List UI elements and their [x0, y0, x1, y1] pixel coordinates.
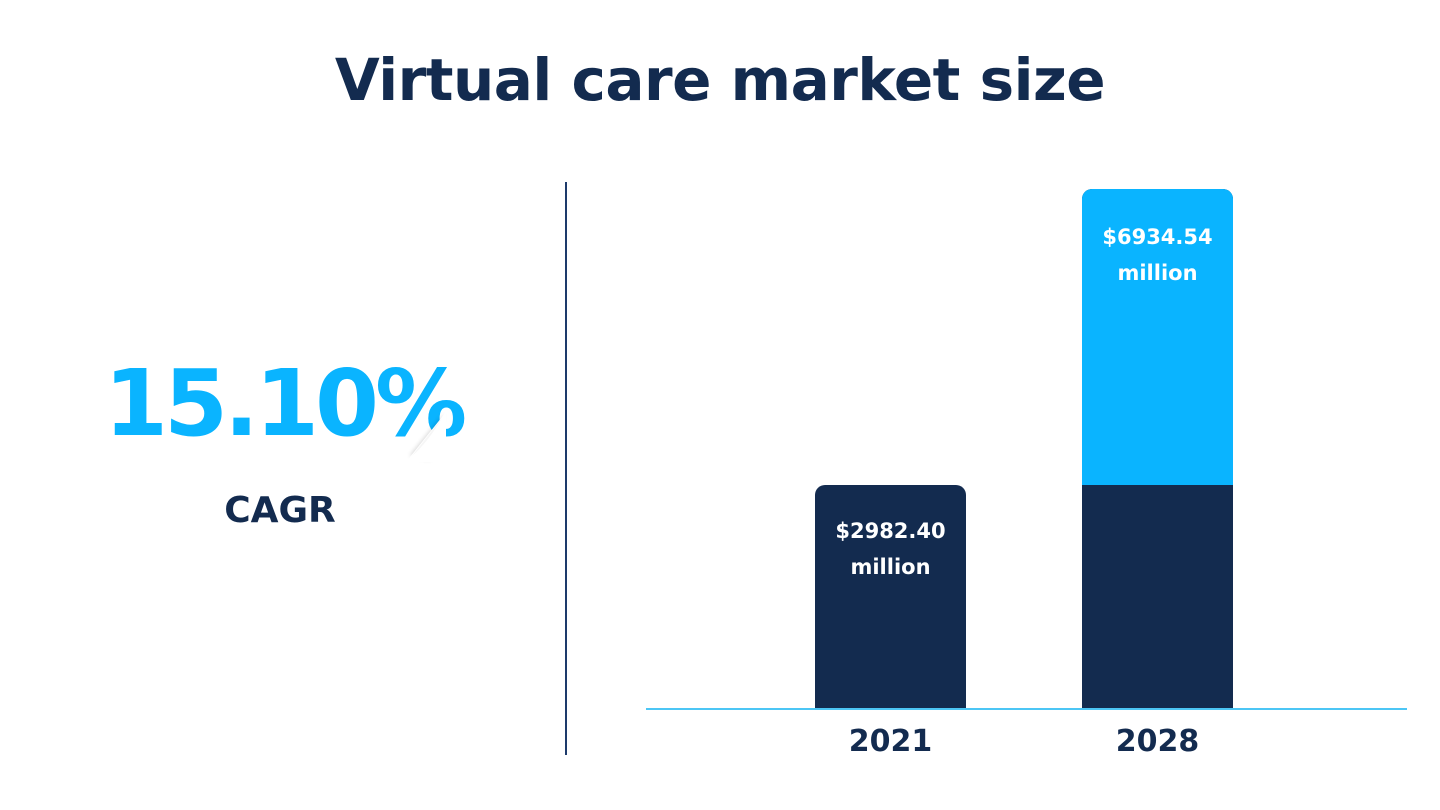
bar-value: $6934.54: [1102, 225, 1213, 249]
x-tick-2021: 2021: [848, 724, 933, 759]
bar-unit: million: [1117, 261, 1198, 285]
x-tick-2028: 2028: [1115, 724, 1200, 759]
cagr-label: CAGR: [224, 490, 336, 531]
cagr-value: 15.10%: [104, 350, 467, 457]
x-axis-baseline: [646, 708, 1407, 710]
vertical-divider: [565, 182, 567, 755]
chart-title: Virtual care market size: [334, 46, 1106, 114]
bar-value-label: $6934.54 million: [1082, 219, 1233, 291]
bar-value-label: $2982.40 million: [815, 513, 966, 585]
bar-value: $2982.40: [835, 519, 946, 543]
bar-unit: million: [850, 555, 931, 579]
bar-2028: $6934.54 million: [1082, 189, 1233, 709]
bar-2021: $2982.40 million: [815, 485, 966, 709]
bar-growth-segment: [1082, 189, 1233, 485]
